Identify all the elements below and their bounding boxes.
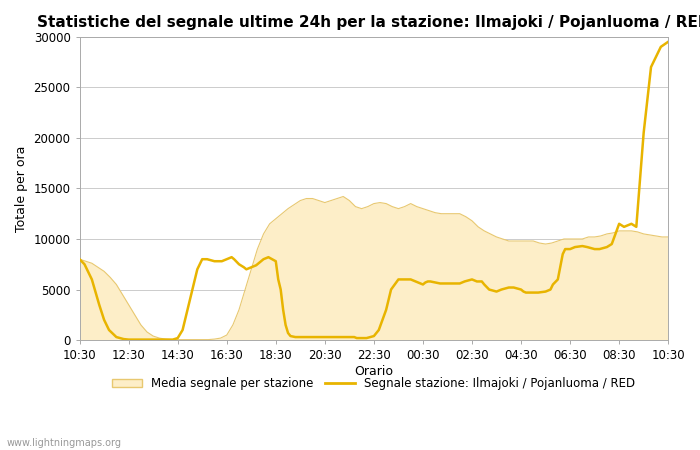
Legend: Media segnale per stazione, Segnale stazione: Ilmajoki / Pojanluoma / RED: Media segnale per stazione, Segnale staz…	[108, 373, 640, 395]
Y-axis label: Totale per ora: Totale per ora	[15, 145, 28, 232]
X-axis label: Orario: Orario	[354, 365, 393, 378]
Text: www.lightningmaps.org: www.lightningmaps.org	[7, 438, 122, 448]
Title: Statistiche del segnale ultime 24h per la stazione: Ilmajoki / Pojanluoma / RED: Statistiche del segnale ultime 24h per l…	[37, 15, 700, 30]
